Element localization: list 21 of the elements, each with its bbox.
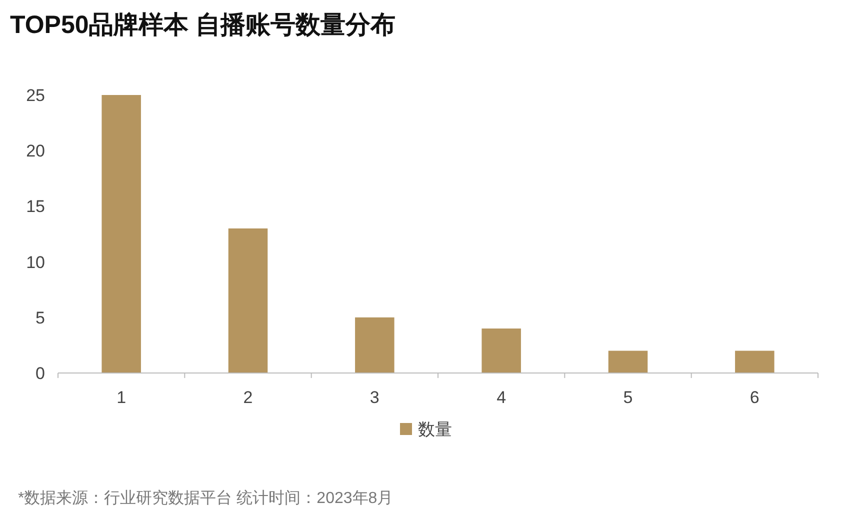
y-tick-label: 15 <box>26 197 45 216</box>
x-tick-label: 4 <box>496 388 506 407</box>
y-tick-label: 10 <box>26 252 45 272</box>
y-tick-label: 5 <box>36 308 45 328</box>
x-tick-label: 2 <box>243 388 253 407</box>
bar <box>608 350 648 373</box>
bar <box>482 328 521 373</box>
text: *数据来源：行业研究数据平台 统计时间：2023年8月 <box>18 489 394 507</box>
legend-label: 数量 <box>418 420 452 439</box>
chart-title: TOP50品牌样本 自播账号数量分布 <box>10 11 396 39</box>
x-tick-label: 5 <box>623 388 633 407</box>
bar <box>228 228 268 373</box>
x-tick-label: 1 <box>116 388 126 407</box>
y-tick-label: 20 <box>26 142 45 161</box>
bar <box>355 317 394 373</box>
x-tick-label: 6 <box>750 388 760 407</box>
x-tick-label: 3 <box>370 388 380 407</box>
bar <box>735 350 774 373</box>
bar <box>102 95 141 373</box>
y-tick-label: 0 <box>36 364 45 383</box>
y-tick-label: 25 <box>26 86 45 105</box>
